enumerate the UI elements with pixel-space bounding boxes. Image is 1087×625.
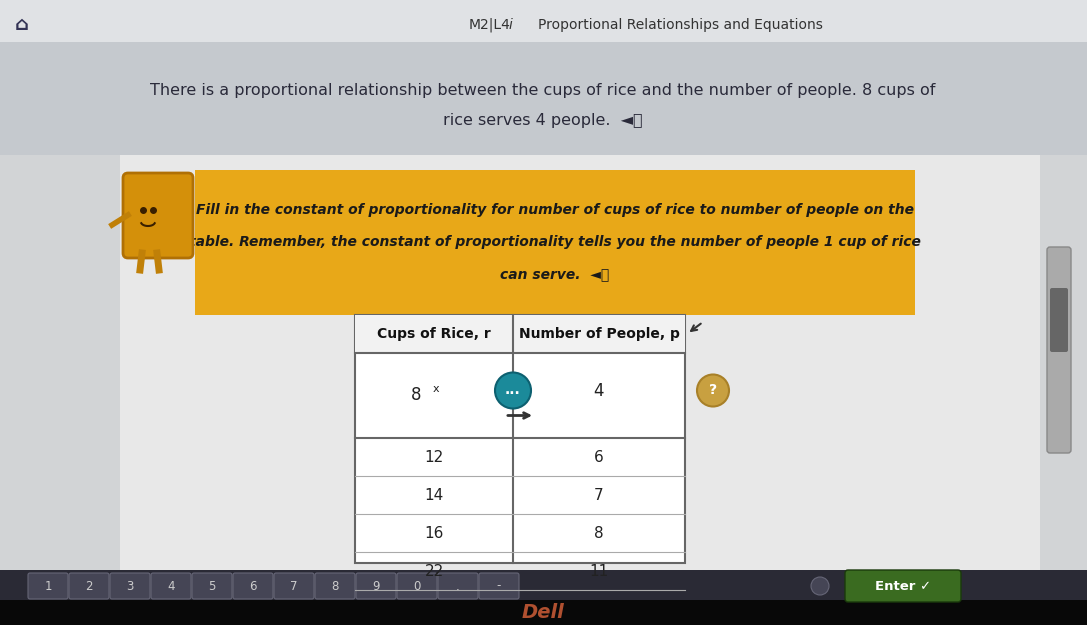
Text: 11: 11	[589, 564, 609, 579]
Text: 6: 6	[249, 579, 257, 592]
Text: 2: 2	[85, 579, 92, 592]
Text: M2|L4: M2|L4	[470, 18, 511, 32]
FancyBboxPatch shape	[0, 570, 1087, 602]
Text: 4: 4	[594, 381, 604, 399]
Text: 8: 8	[411, 386, 422, 404]
Text: .: .	[457, 579, 460, 592]
Text: Fill in the constant of proportionality for number of cups of rice to number of : Fill in the constant of proportionality …	[196, 203, 914, 217]
Text: Cups of Rice, r: Cups of Rice, r	[377, 327, 491, 341]
FancyBboxPatch shape	[151, 573, 191, 599]
Text: x: x	[433, 384, 439, 394]
Text: rice serves 4 people.  ◄⧸: rice serves 4 people. ◄⧸	[443, 112, 642, 128]
Text: 9: 9	[372, 579, 379, 592]
FancyBboxPatch shape	[195, 170, 915, 315]
Text: 8: 8	[332, 579, 339, 592]
Text: 22: 22	[424, 564, 443, 579]
FancyBboxPatch shape	[355, 315, 685, 353]
Text: Number of People, p: Number of People, p	[518, 327, 679, 341]
FancyBboxPatch shape	[0, 42, 1087, 155]
Text: 7: 7	[595, 488, 603, 502]
FancyBboxPatch shape	[845, 570, 961, 602]
Text: 12: 12	[424, 449, 443, 464]
Text: ?: ?	[709, 384, 717, 398]
Text: Proportional Relationships and Equations: Proportional Relationships and Equations	[538, 18, 823, 32]
Text: 0: 0	[413, 579, 421, 592]
FancyBboxPatch shape	[0, 155, 1087, 570]
FancyBboxPatch shape	[28, 573, 68, 599]
FancyBboxPatch shape	[1050, 288, 1069, 352]
FancyBboxPatch shape	[438, 573, 478, 599]
FancyBboxPatch shape	[192, 573, 232, 599]
FancyBboxPatch shape	[397, 573, 437, 599]
Text: 8: 8	[595, 526, 603, 541]
Text: Enter ✓: Enter ✓	[875, 579, 932, 592]
Circle shape	[811, 577, 829, 595]
FancyBboxPatch shape	[123, 173, 193, 258]
FancyBboxPatch shape	[110, 573, 150, 599]
FancyBboxPatch shape	[315, 573, 355, 599]
FancyBboxPatch shape	[68, 573, 109, 599]
Text: 6: 6	[595, 449, 604, 464]
Circle shape	[697, 374, 729, 406]
Text: can serve.  ◄⧸: can serve. ◄⧸	[500, 268, 610, 282]
Text: 3: 3	[126, 579, 134, 592]
FancyBboxPatch shape	[274, 573, 314, 599]
FancyBboxPatch shape	[120, 155, 1040, 570]
Text: 1: 1	[45, 579, 52, 592]
FancyBboxPatch shape	[0, 600, 1087, 625]
Text: ...: ...	[505, 384, 521, 398]
Text: Dell: Dell	[522, 604, 564, 622]
FancyBboxPatch shape	[1047, 247, 1071, 453]
Text: There is a proportional relationship between the cups of rice and the number of : There is a proportional relationship bet…	[150, 82, 936, 98]
Text: 4: 4	[167, 579, 175, 592]
FancyBboxPatch shape	[233, 573, 273, 599]
FancyBboxPatch shape	[357, 573, 396, 599]
Text: -: -	[497, 579, 501, 592]
Text: 16: 16	[424, 526, 443, 541]
Text: table. Remember, the constant of proportionality tells you the number of people : table. Remember, the constant of proport…	[189, 235, 921, 249]
Circle shape	[495, 372, 532, 409]
FancyBboxPatch shape	[479, 573, 518, 599]
Text: 5: 5	[209, 579, 215, 592]
Text: 7: 7	[290, 579, 298, 592]
FancyBboxPatch shape	[0, 0, 1087, 42]
Text: ⌂: ⌂	[15, 16, 29, 34]
FancyBboxPatch shape	[355, 315, 685, 563]
Text: 14: 14	[424, 488, 443, 502]
Text: i: i	[508, 18, 512, 32]
